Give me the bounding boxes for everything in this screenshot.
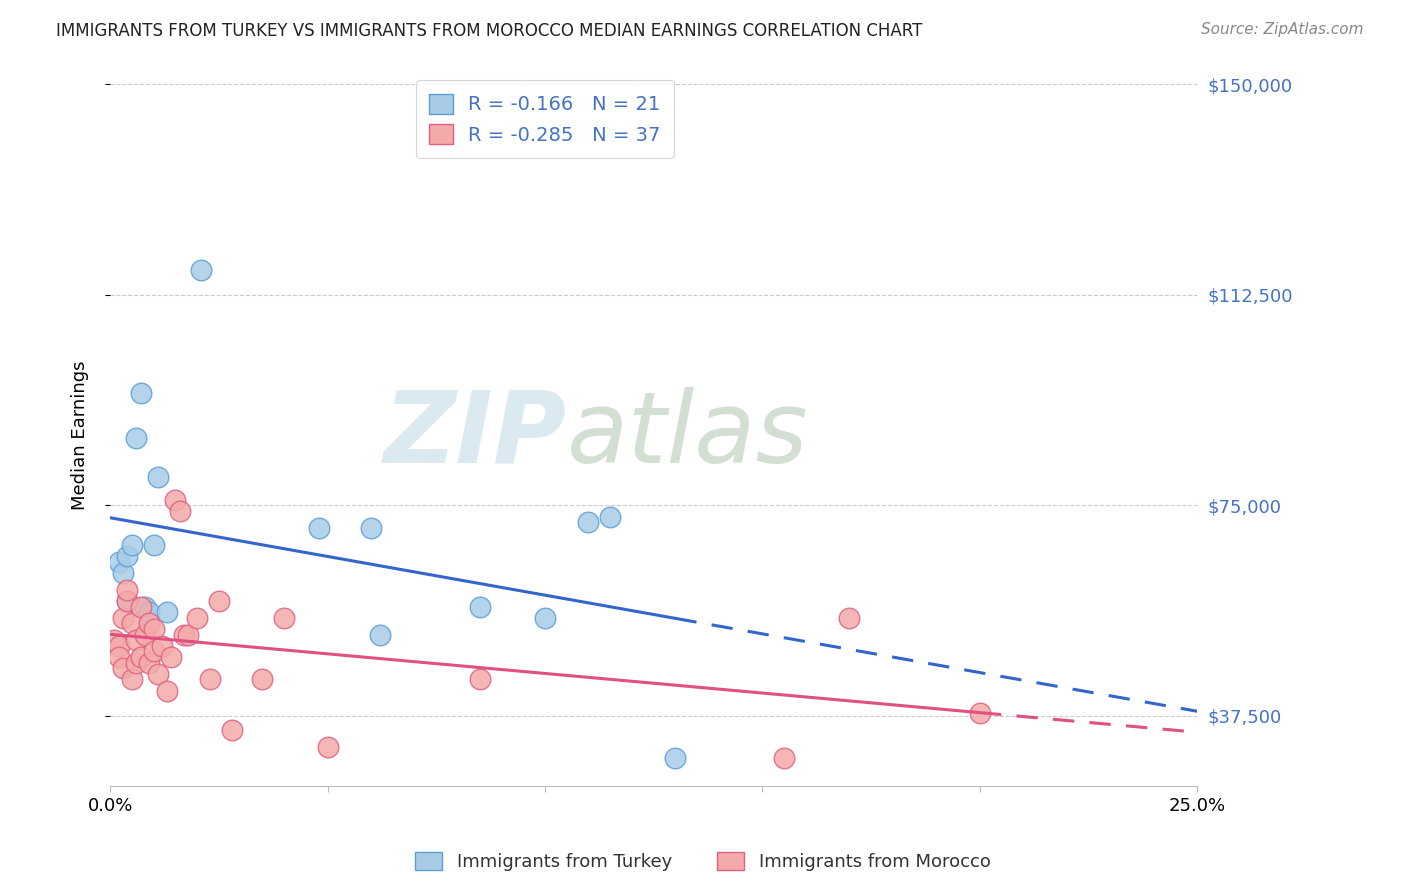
Point [308, 521, 330, 535]
Point [969, 706, 991, 721]
Point [190, 262, 212, 277]
Y-axis label: Median Earnings: Median Earnings [72, 360, 89, 510]
Text: IMMIGRANTS FROM TURKEY VS IMMIGRANTS FROM MOROCCO MEDIAN EARNINGS CORRELATION CH: IMMIGRANTS FROM TURKEY VS IMMIGRANTS FRO… [56, 22, 922, 40]
Point [117, 549, 139, 563]
Point [138, 656, 160, 670]
Point [252, 673, 274, 687]
Point [156, 683, 179, 698]
Point [146, 470, 169, 484]
Point [129, 650, 152, 665]
Point [578, 516, 600, 530]
Point [273, 611, 295, 625]
Point [107, 650, 129, 665]
Point [129, 386, 152, 401]
Point [125, 633, 148, 648]
Point [138, 616, 160, 631]
Point [468, 673, 491, 687]
Text: atlas: atlas [567, 387, 808, 483]
Point [773, 751, 796, 765]
Point [121, 538, 143, 552]
Point [134, 627, 156, 641]
Point [129, 599, 152, 614]
Point [117, 582, 139, 597]
Point [107, 639, 129, 653]
Point [368, 627, 391, 641]
Point [103, 633, 125, 648]
Point [534, 611, 557, 625]
Point [125, 656, 148, 670]
Point [112, 661, 135, 675]
Point [177, 627, 200, 641]
Point [173, 627, 195, 641]
Point [125, 431, 148, 445]
Point [316, 739, 339, 754]
Point [107, 555, 129, 569]
Point [112, 611, 135, 625]
Point [664, 751, 686, 765]
Point [112, 566, 135, 580]
Point [156, 605, 179, 619]
Point [186, 611, 208, 625]
Legend: Immigrants from Turkey, Immigrants from Morocco: Immigrants from Turkey, Immigrants from … [408, 845, 998, 879]
Point [599, 509, 621, 524]
Point [134, 599, 156, 614]
Point [142, 622, 165, 636]
Point [838, 611, 860, 625]
Text: Source: ZipAtlas.com: Source: ZipAtlas.com [1201, 22, 1364, 37]
Legend: R = -0.166   N = 21, R = -0.285   N = 37: R = -0.166 N = 21, R = -0.285 N = 37 [416, 80, 675, 158]
Point [360, 521, 382, 535]
Point [150, 639, 173, 653]
Point [160, 650, 183, 665]
Point [169, 504, 191, 518]
Point [208, 594, 231, 608]
Point [221, 723, 243, 737]
Point [165, 492, 187, 507]
Point [117, 594, 139, 608]
Point [138, 605, 160, 619]
Point [468, 599, 491, 614]
Point [198, 673, 221, 687]
Point [117, 594, 139, 608]
Point [121, 616, 143, 631]
Text: ZIP: ZIP [384, 387, 567, 483]
Point [146, 666, 169, 681]
Point [142, 644, 165, 658]
Point [142, 538, 165, 552]
Point [121, 673, 143, 687]
